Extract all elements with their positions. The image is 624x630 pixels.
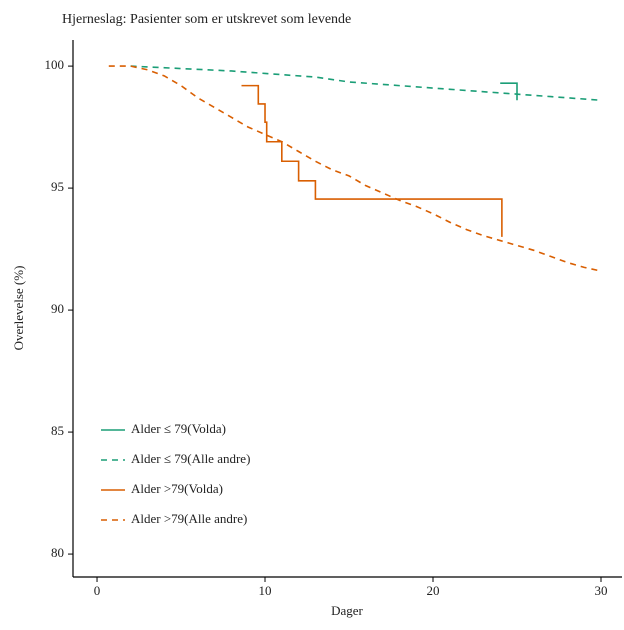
y-tick-label: 100 [45, 57, 65, 72]
x-tick-label: 20 [427, 583, 440, 598]
y-tick-label: 90 [51, 301, 64, 316]
y-axis-label: Overlevelse (%) [11, 266, 26, 351]
legend-label: Alder ≤ 79(Alle andre) [131, 451, 250, 466]
x-axis-label: Dager [331, 603, 363, 618]
y-tick-label: 80 [51, 545, 64, 560]
x-tick-label: 10 [259, 583, 272, 598]
y-tick-label: 85 [51, 423, 64, 438]
legend-label: Alder >79(Volda) [131, 481, 223, 496]
legend-label: Alder >79(Alle andre) [131, 511, 247, 526]
chart-title: Hjerneslag: Pasienter som er utskrevet s… [62, 12, 351, 27]
line [241, 84, 503, 237]
x-tick-label: 30 [595, 583, 608, 598]
line [500, 82, 518, 101]
line [108, 65, 602, 272]
legend-label: Alder ≤ 79(Volda) [131, 421, 226, 436]
line [130, 65, 602, 102]
y-tick-label: 95 [51, 179, 64, 194]
x-tick-label: 0 [94, 583, 101, 598]
